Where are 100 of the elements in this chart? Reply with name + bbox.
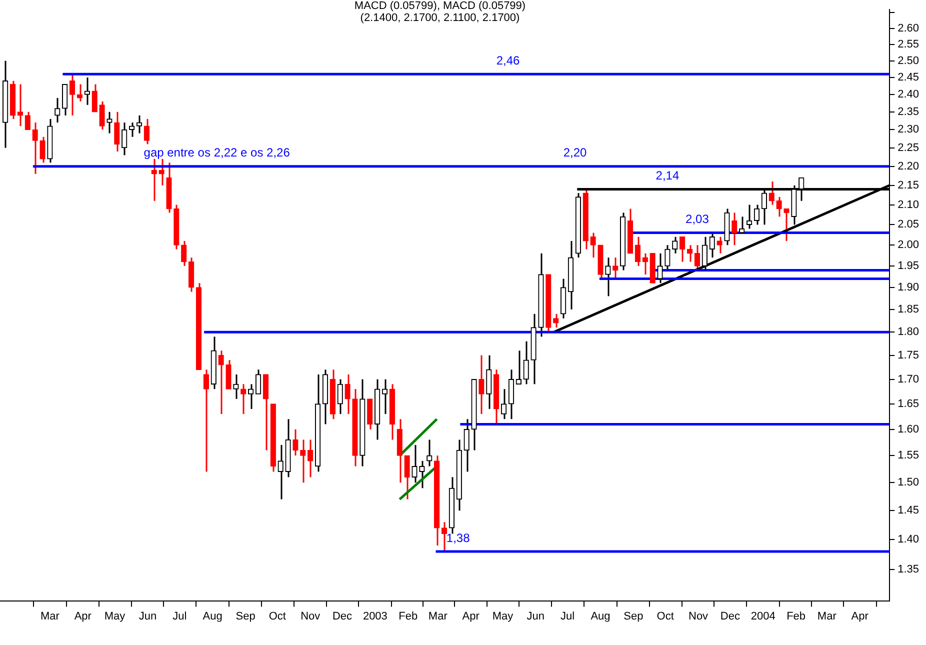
candlestick: [233, 374, 239, 400]
annotation: 2,03: [686, 212, 710, 226]
candlestick: [99, 100, 105, 130]
candlestick: [106, 111, 112, 134]
candlestick: [240, 383, 246, 415]
candlestick: [612, 256, 618, 280]
candlestick: [426, 438, 432, 468]
y-tick-label: 1.85: [898, 303, 920, 316]
x-tick-label: Sep: [236, 610, 256, 622]
y-tick-label: 1.95: [898, 260, 920, 272]
x-tick-label: Mar: [428, 610, 448, 622]
x-tick-label: Nov: [688, 610, 709, 622]
x-tick-label: Jul: [172, 610, 187, 622]
x-tick-label: Dec: [332, 610, 353, 622]
x-tick-label: Jul: [560, 610, 575, 622]
candlestick: [590, 232, 596, 258]
candlestick: [672, 236, 678, 254]
candlestick: [84, 76, 90, 106]
y-tick-label: 2.45: [898, 72, 920, 84]
candlestick: [553, 313, 559, 328]
candlestick: [54, 97, 60, 124]
candlestick: [464, 418, 470, 472]
candlestick: [419, 460, 425, 489]
candlestick: [634, 236, 641, 267]
candlestick: [114, 111, 120, 152]
x-tick-label: Oct: [656, 610, 674, 622]
y-tick-label: 2.00: [898, 239, 920, 252]
candlestick: [226, 359, 232, 390]
y-tick-label: 2.60: [898, 22, 920, 34]
candlestick: [136, 114, 142, 134]
candlestick: [784, 208, 790, 242]
y-tick-label: 1.35: [898, 564, 920, 576]
candlestick: [278, 444, 284, 500]
y-tick-label: 2.40: [898, 88, 920, 101]
candlestick: [702, 236, 708, 271]
candlestick: [776, 196, 782, 218]
x-tick-label: 2003: [362, 610, 388, 622]
annotation: (2.1400, 2.1700, 2.1100, 2.1700): [359, 12, 521, 24]
x-tick-label: Aug: [202, 610, 222, 622]
candlestick: [694, 244, 700, 271]
candlestick: [248, 383, 254, 410]
x-tick-label: Feb: [786, 610, 806, 622]
candlestick: [680, 236, 686, 263]
candlestick: [181, 240, 187, 267]
candlestick: [664, 244, 670, 271]
annotation: 1,38: [446, 530, 470, 545]
candlestick: [716, 236, 722, 254]
y-tick-label: 2.10: [898, 198, 920, 211]
candlestick: [32, 122, 38, 175]
y-tick-label: 1.40: [898, 534, 920, 546]
candlestick: [746, 204, 752, 230]
candlestick: [255, 368, 262, 395]
candlestick: [412, 444, 418, 484]
candlestick: [441, 521, 448, 552]
candlestick: [92, 84, 98, 113]
candlestick: [709, 232, 715, 258]
candlestick: [367, 398, 373, 430]
y-tick-label: 2.35: [898, 106, 920, 118]
x-tick-label: Apr: [462, 610, 480, 622]
x-tick-label: Feb: [398, 610, 418, 622]
y-tick-label: 2.20: [898, 160, 920, 172]
candlestick: [300, 438, 306, 484]
candlestick: [24, 111, 30, 130]
x-tick-label: Mar: [817, 610, 837, 622]
candlestick: [292, 428, 298, 456]
candlestick: [76, 84, 83, 102]
x-tick-label: Jun: [138, 610, 157, 622]
y-tick-label: 1.75: [898, 349, 920, 362]
candlestick: [218, 350, 224, 415]
candlestick: [508, 368, 514, 420]
candlestick: [151, 158, 157, 202]
annotation: 2,20: [563, 146, 587, 160]
x-tick-label: Nov: [300, 610, 321, 622]
annotation: MACD (0.05799), MACD (0.05799): [353, 0, 527, 12]
candlestick: [642, 252, 648, 276]
x-tick-label: Dec: [720, 610, 740, 622]
x-tick-label: May: [104, 610, 126, 622]
candlestick: [122, 122, 128, 156]
annotation: 2,14: [656, 168, 680, 183]
candlestick: [337, 378, 343, 415]
y-tick-label: 2.30: [898, 124, 920, 136]
x-tick-label: 2004: [750, 610, 776, 622]
candlestick: [144, 118, 150, 145]
y-tick-label: 1.90: [898, 281, 920, 294]
candlestick: [344, 374, 350, 415]
candlestick: [754, 204, 760, 226]
y-tick-label: 1.65: [898, 398, 920, 410]
y-tick-label: 1.45: [898, 504, 920, 517]
y-tick-label: 1.50: [898, 476, 920, 489]
candlestick: [516, 350, 522, 385]
candlestick: [404, 454, 410, 500]
candlestick: [478, 354, 484, 415]
x-tick-label: Aug: [590, 610, 610, 622]
candlestick: [523, 340, 529, 385]
candlestick: [657, 252, 663, 284]
candlestick: [17, 84, 24, 127]
candlestick: [486, 354, 492, 410]
y-tick-label: 2.25: [898, 142, 920, 154]
y-tick-label: 2.05: [898, 218, 920, 231]
y-tick-label: 2.50: [898, 54, 920, 67]
